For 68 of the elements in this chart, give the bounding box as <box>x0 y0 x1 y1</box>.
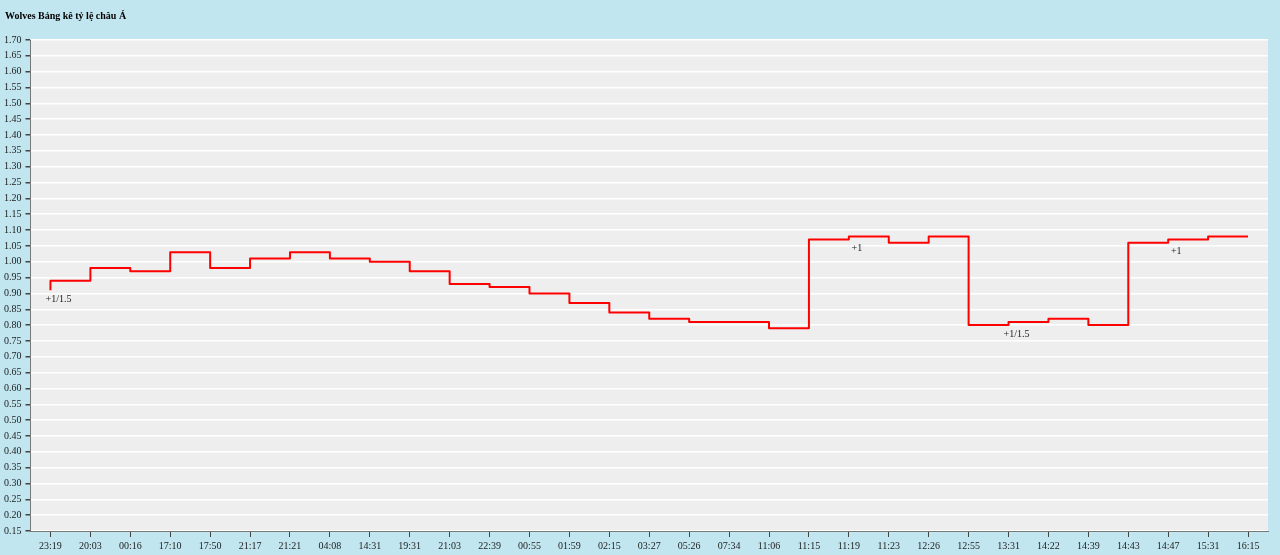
y-tick-label: 0.70 <box>4 350 22 362</box>
y-tick-label: 0.75 <box>4 334 22 346</box>
y-tick-label: 0.60 <box>4 382 22 394</box>
x-tick-label: 07:34 <box>717 539 741 551</box>
y-tick-label: 1.10 <box>4 223 22 235</box>
x-tick-label: 05:26 <box>677 539 701 551</box>
x-tick-label: 14:39 <box>1076 539 1100 551</box>
x-tick-label: 00:16 <box>118 539 142 551</box>
y-tick-label: 0.55 <box>4 397 22 409</box>
x-tick-label: 00:55 <box>518 539 541 551</box>
annotation: +1/1.5 <box>1003 327 1030 339</box>
x-tick-label: 12:55 <box>957 539 980 551</box>
x-tick-label: 11:06 <box>757 539 781 551</box>
y-tick-label: 1.70 <box>4 33 22 45</box>
x-tick-label: 15:31 <box>1196 539 1220 551</box>
y-tick-label: 1.00 <box>4 255 22 267</box>
y-tick-label: 0.85 <box>4 302 22 314</box>
y-tick-label: 1.40 <box>4 128 22 140</box>
x-tick-label: 03:27 <box>637 539 661 551</box>
x-tick-label: 11:23 <box>877 539 900 551</box>
x-tick-label: 12:26 <box>917 539 941 551</box>
y-tick-label: 0.50 <box>4 413 22 425</box>
y-tick-label: 1.45 <box>4 112 22 124</box>
y-tick-label: 1.25 <box>4 176 22 188</box>
y-tick-label: 0.45 <box>4 429 22 441</box>
x-tick-label: 20:03 <box>78 539 102 551</box>
x-tick-label: 04:08 <box>318 539 342 551</box>
y-tick-label: 1.20 <box>4 192 22 204</box>
x-tick-label: 01:59 <box>558 539 581 551</box>
x-tick-label: 14:47 <box>1156 539 1180 551</box>
y-tick-label: 1.60 <box>4 65 22 77</box>
y-tick-label: 0.35 <box>4 461 22 473</box>
x-tick-label: 23:19 <box>39 539 62 551</box>
y-tick-label: 0.15 <box>4 524 22 536</box>
y-tick-label: 0.25 <box>4 492 22 504</box>
x-tick-label: 02:15 <box>597 539 621 551</box>
y-tick-label: 0.20 <box>4 508 22 520</box>
x-tick-label: 22:39 <box>478 539 501 551</box>
y-tick-label: 1.30 <box>4 160 22 172</box>
x-tick-label: 14:22 <box>1037 539 1060 551</box>
y-tick-label: 1.50 <box>4 96 22 108</box>
x-tick-label: 21:21 <box>278 539 302 551</box>
x-tick-label: 14:43 <box>1116 539 1140 551</box>
y-tick-label: 1.15 <box>4 207 22 219</box>
y-tick-label: 0.90 <box>4 287 22 299</box>
x-tick-label: 11:15 <box>797 539 821 551</box>
x-tick-label: 21:03 <box>438 539 462 551</box>
y-tick-label: 0.30 <box>4 477 22 489</box>
annotation: +1/1.5 <box>45 292 72 304</box>
y-tick-label: 0.40 <box>4 445 22 457</box>
x-tick-label: 17:10 <box>158 539 182 551</box>
y-tick-label: 1.05 <box>4 239 22 251</box>
annotation: +1 <box>851 242 863 254</box>
x-tick-label: 21:17 <box>238 539 262 551</box>
y-tick-label: 1.35 <box>4 144 22 156</box>
x-tick-label: 19:31 <box>398 539 422 551</box>
annotation: +1 <box>1170 245 1182 257</box>
y-tick-label: 0.65 <box>4 366 22 378</box>
x-tick-label: 16:15 <box>1236 539 1260 551</box>
y-tick-label: 0.80 <box>4 318 22 330</box>
chart-title: Wolves Bảng kê tỷ lệ châu Á <box>5 10 127 21</box>
x-tick-label: 13:31 <box>997 539 1020 551</box>
y-tick-label: 1.65 <box>4 49 22 61</box>
x-tick-label: 11:19 <box>837 539 861 551</box>
y-tick-label: 0.95 <box>4 271 22 283</box>
x-tick-label: 17:50 <box>198 539 222 551</box>
y-tick-label: 1.55 <box>4 81 22 93</box>
x-tick-label: 14:31 <box>358 539 382 551</box>
